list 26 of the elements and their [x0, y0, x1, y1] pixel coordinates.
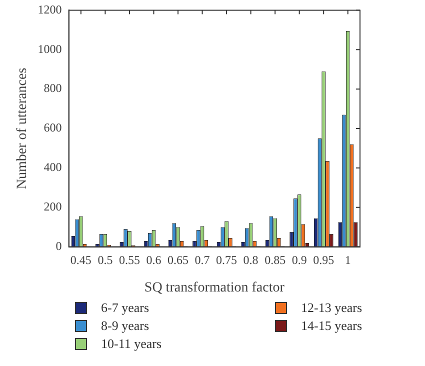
y-tick-label: 1200: [38, 2, 62, 16]
y-axis-title: Number of utterances: [15, 68, 30, 190]
x-tick-label: 0.7: [194, 253, 210, 268]
x-tick-label: 0.9: [292, 253, 307, 268]
x-tick-label: 1: [344, 253, 351, 268]
x-tick-label: 0.85: [264, 253, 286, 268]
legend-label: 14-15 years: [301, 318, 362, 334]
x-tick-label: 0.8: [243, 253, 258, 268]
y-tick-label: 400: [44, 160, 62, 174]
x-tick-label: 0.65: [168, 253, 188, 268]
legend-label: 6-7 years: [101, 300, 150, 316]
y-tick-label: 1000: [38, 42, 62, 56]
x-tick-label: 0.95: [313, 253, 334, 268]
x-tick-label: 0.5: [98, 253, 113, 268]
x-tick-label: 0.6: [146, 253, 162, 268]
legend-label: 8-9 years: [101, 318, 150, 334]
x-tick-label: 0.55: [118, 253, 140, 268]
y-tick-label: 800: [44, 81, 62, 96]
legend-label: 12-13 years: [301, 300, 362, 316]
y-tick-label: 600: [44, 120, 62, 135]
legend-label: 10-11 years: [101, 336, 162, 352]
x-tick-label: 0.45: [70, 253, 92, 268]
y-tick-label: 200: [44, 200, 62, 214]
y-tick-label: 0: [56, 238, 62, 253]
x-axis-title: SQ transformation factor: [144, 280, 285, 296]
x-tick-label: 0.75: [216, 253, 238, 268]
